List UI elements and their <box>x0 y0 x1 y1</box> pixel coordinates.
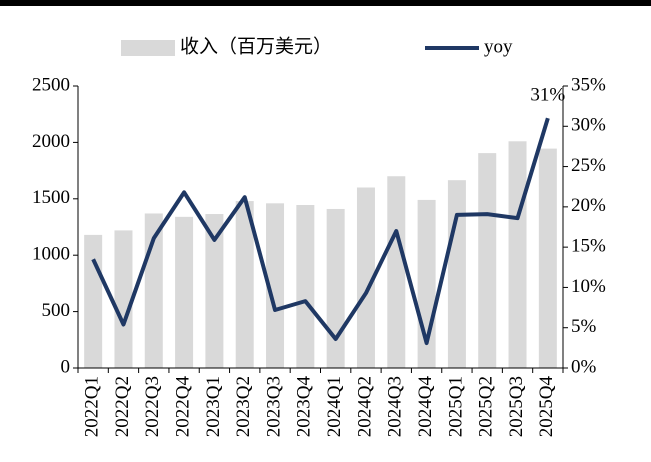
x-tick-label: 2025Q1 <box>445 376 466 437</box>
x-tick-label: 2024Q2 <box>354 376 375 437</box>
y2-tick-label: 25% <box>571 155 606 176</box>
x-tick-label: 2024Q4 <box>415 376 436 438</box>
x-tick-label: 2024Q1 <box>324 376 345 437</box>
bar <box>114 230 133 368</box>
data-label: 31% <box>530 85 565 106</box>
legend-label: 收入（百万美元） <box>180 35 332 57</box>
x-tick-label: 2022Q3 <box>142 376 163 437</box>
y-tick-label: 1500 <box>32 187 70 208</box>
bar <box>205 214 224 368</box>
bar <box>478 153 497 368</box>
top-rule <box>0 0 651 6</box>
bar <box>508 141 527 368</box>
x-tick-label: 2024Q3 <box>385 376 406 437</box>
x-tick-label: 2025Q2 <box>476 376 497 437</box>
y-tick-label: 0 <box>61 356 71 377</box>
bar <box>296 205 315 368</box>
y2-tick-label: 35% <box>571 74 606 95</box>
bar <box>356 187 375 368</box>
bar <box>387 176 406 368</box>
y2-tick-label: 30% <box>571 115 606 136</box>
y2-tick-label: 0% <box>571 356 597 377</box>
x-tick-label: 2022Q1 <box>82 376 103 437</box>
bar <box>84 234 103 368</box>
x-tick-label: 2023Q1 <box>203 376 224 437</box>
x-tick-label: 2022Q4 <box>172 376 193 438</box>
bar <box>447 180 466 368</box>
x-tick-label: 2023Q3 <box>263 376 284 437</box>
bar <box>326 208 345 368</box>
y-tick-label: 1000 <box>32 244 70 265</box>
bar <box>266 203 285 368</box>
y-tick-label: 2000 <box>32 131 70 152</box>
bar <box>235 201 254 368</box>
y-tick-label: 500 <box>42 300 71 321</box>
y2-tick-label: 20% <box>571 195 606 216</box>
bar <box>175 216 194 368</box>
x-tick-label: 2025Q3 <box>506 376 527 437</box>
x-tick-label: 2022Q2 <box>112 376 133 437</box>
x-tick-label: 2023Q2 <box>233 376 254 437</box>
bar <box>538 148 557 368</box>
legend-swatch <box>121 40 175 56</box>
x-tick-label: 2025Q4 <box>536 376 557 438</box>
y2-tick-label: 15% <box>571 236 606 257</box>
y-tick-label: 2500 <box>32 74 70 95</box>
legend-label: yoy <box>484 36 513 57</box>
y2-tick-label: 5% <box>571 316 597 337</box>
line <box>91 117 550 346</box>
y2-tick-label: 10% <box>571 276 606 297</box>
x-tick-label: 2023Q4 <box>294 376 315 438</box>
